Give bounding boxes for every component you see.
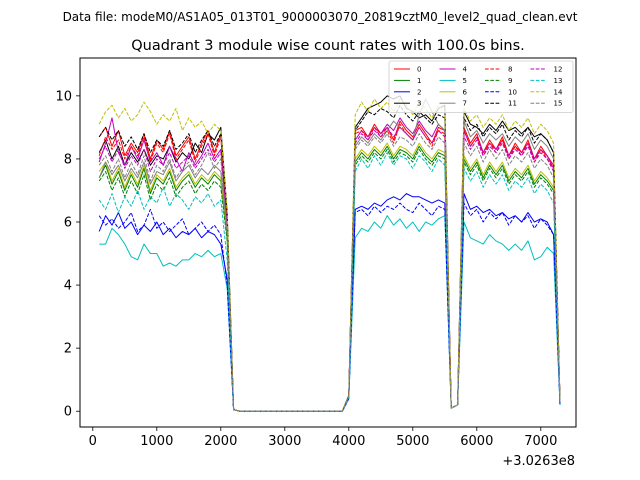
legend-label-13: 13 bbox=[554, 77, 563, 85]
legend-label-6: 6 bbox=[463, 88, 468, 96]
series-layer bbox=[98, 95, 561, 412]
legend-label-10: 10 bbox=[508, 88, 517, 96]
legend-label-7: 7 bbox=[463, 100, 467, 108]
legend-label-15: 15 bbox=[554, 100, 563, 108]
x-tick-label: 4000 bbox=[332, 434, 365, 449]
legend-label-4: 4 bbox=[463, 66, 468, 74]
legend-frame bbox=[388, 60, 574, 113]
y-tick-label: 6 bbox=[64, 216, 72, 231]
series-line-14 bbox=[98, 98, 561, 412]
series-line-15 bbox=[98, 133, 561, 412]
legend-label-14: 14 bbox=[554, 88, 563, 96]
legend-label-3: 3 bbox=[417, 100, 421, 108]
legend-label-9: 9 bbox=[508, 77, 512, 85]
x-axis: 0 1000 2000 3000 4000 5000 6000 7000 bbox=[89, 427, 557, 449]
legend-label-12: 12 bbox=[554, 66, 563, 74]
x-tick-label: 5000 bbox=[396, 434, 429, 449]
suptitle: Data file: modeM0/AS1A05_013T01_90000030… bbox=[63, 10, 578, 24]
chart-title: Quadrant 3 module wise count rates with … bbox=[131, 38, 525, 54]
x-tick-label: 2000 bbox=[204, 434, 237, 449]
y-tick-label: 4 bbox=[64, 279, 72, 294]
series-line-11 bbox=[98, 104, 561, 412]
x-tick-label: 0 bbox=[89, 434, 97, 449]
y-tick-label: 8 bbox=[64, 152, 72, 167]
series-line-8 bbox=[98, 123, 561, 412]
y-tick-label: 0 bbox=[64, 405, 72, 420]
x-tick-label: 6000 bbox=[460, 434, 493, 449]
legend-label-0: 0 bbox=[417, 66, 421, 74]
legend-label-5: 5 bbox=[463, 77, 467, 85]
legend-label-2: 2 bbox=[417, 88, 421, 96]
series-line-13 bbox=[98, 152, 561, 412]
y-axis: 0 2 4 6 8 10 bbox=[55, 89, 80, 420]
x-tick-label: 3000 bbox=[268, 434, 301, 449]
y-tick-label: 2 bbox=[64, 342, 72, 357]
legend-label-8: 8 bbox=[508, 66, 512, 74]
x-tick-label: 1000 bbox=[140, 434, 173, 449]
y-tick-label: 10 bbox=[55, 89, 72, 104]
x-offset-label: +3.0263e8 bbox=[502, 454, 575, 469]
x-tick-label: 7000 bbox=[524, 434, 557, 449]
plot-frame bbox=[79, 57, 577, 428]
legend-label-11: 11 bbox=[508, 100, 517, 108]
legend-label-1: 1 bbox=[417, 77, 421, 85]
